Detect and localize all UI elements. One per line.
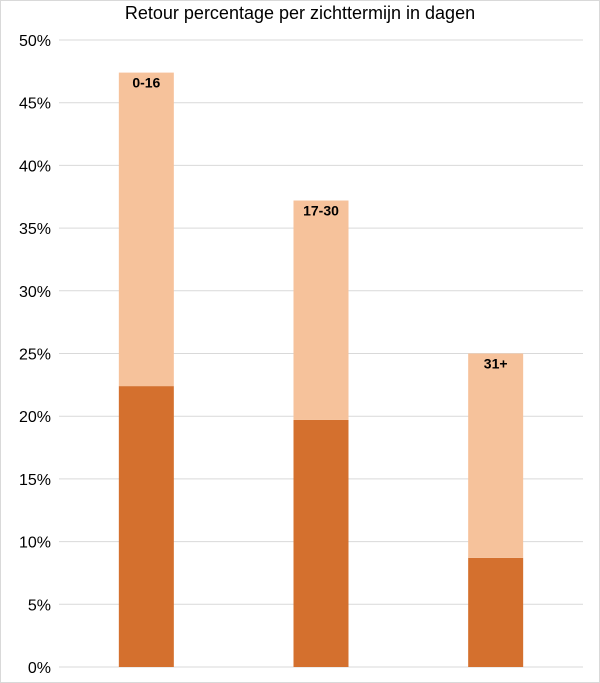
y-tick-label: 20% xyxy=(19,409,51,426)
y-tick-label: 15% xyxy=(19,472,51,489)
bar-category-label: 17-30 xyxy=(303,203,339,219)
bar-segment xyxy=(118,386,174,667)
y-tick-label: 30% xyxy=(19,284,51,301)
chart-title: Retour percentage per zichttermijn in da… xyxy=(124,3,476,23)
y-tick-label: 10% xyxy=(19,535,51,552)
bar-segment xyxy=(293,419,349,667)
y-tick-label: 35% xyxy=(19,221,51,238)
y-tick-label: 45% xyxy=(19,96,51,113)
y-tick-label: 25% xyxy=(19,347,51,364)
bar-segment xyxy=(468,353,524,558)
y-tick-label: 0% xyxy=(28,660,51,677)
bar-segment xyxy=(293,200,349,420)
bar-category-label: 0-16 xyxy=(132,75,160,91)
bar-category-label: 31+ xyxy=(484,356,508,372)
bar-segment xyxy=(468,557,524,667)
y-tick-label: 50% xyxy=(19,33,51,50)
bar-segment xyxy=(118,72,174,387)
y-tick-label: 40% xyxy=(19,158,51,175)
y-tick-label: 5% xyxy=(28,597,51,614)
